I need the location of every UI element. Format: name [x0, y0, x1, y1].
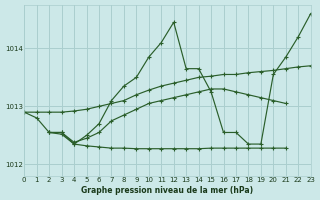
X-axis label: Graphe pression niveau de la mer (hPa): Graphe pression niveau de la mer (hPa)	[81, 186, 253, 195]
